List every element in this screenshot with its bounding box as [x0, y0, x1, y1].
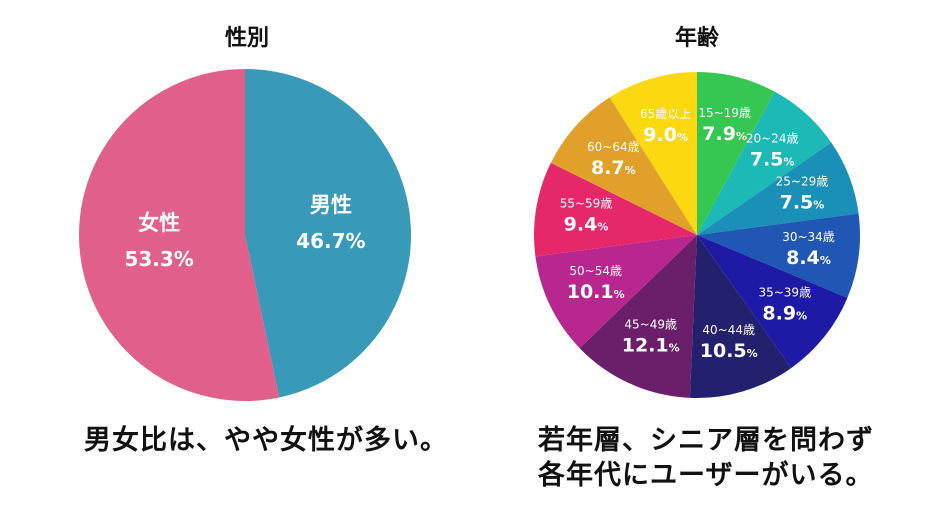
gender-caption: 男女比は、やや女性が多い。	[84, 425, 448, 456]
age-slice-5	[689, 235, 792, 398]
age-slice-value: 9.0%	[643, 124, 688, 146]
age-chart-title: 年齢	[674, 26, 719, 51]
age-slice-9	[550, 97, 697, 236]
age-slice-2	[697, 142, 859, 235]
age-slice-label: 25~29歳	[776, 175, 829, 189]
gender-slice-label: 女性	[138, 211, 180, 235]
gender-slice-female	[78, 69, 280, 402]
age-slice-label: 15~19歳	[698, 106, 751, 120]
age-slice-7	[535, 235, 697, 349]
age-slice-label: 55~59歳	[560, 197, 613, 211]
age-caption-line-1: 若年層、シニア層を問わず	[538, 425, 874, 456]
age-slice-value: 7.9%	[702, 123, 747, 145]
age-slice-value: 10.5%	[700, 340, 758, 362]
age-slice-label: 20~24歳	[746, 131, 799, 145]
age-slice-value: 12.1%	[622, 335, 680, 357]
age-slice-label: 45~49歳	[624, 318, 677, 332]
age-slice-value: 7.5%	[780, 192, 825, 214]
age-slice-3	[697, 213, 861, 298]
age-slice-label: 40~44歳	[702, 323, 755, 337]
age-caption-line-2: 各年代にユーザーがいる。	[538, 460, 874, 491]
age-slice-label: 35~39歳	[758, 285, 811, 299]
gender-slice-value: 53.3%	[124, 247, 193, 271]
age-slice-value: 8.7%	[591, 157, 636, 179]
gender-chart-title: 性別	[224, 26, 269, 51]
age-slice-4	[697, 235, 848, 369]
age-slice-label: 30~34歳	[782, 230, 835, 244]
gender-slice-value: 46.7%	[296, 229, 365, 253]
age-slice-label: 60~64歳	[587, 140, 640, 154]
gender-slice-label: 男性	[310, 193, 352, 217]
age-slice-value: 8.9%	[762, 302, 807, 324]
age-slice-1	[697, 91, 832, 235]
age-slice-value: 7.5%	[750, 148, 795, 170]
age-slice-value: 10.1%	[567, 281, 625, 303]
age-slice-label: 65歳以上	[640, 107, 691, 121]
age-slice-8	[534, 162, 697, 257]
age-slice-0	[697, 72, 775, 235]
age-slice-value: 9.4%	[564, 214, 609, 236]
age-slice-value: 8.4%	[786, 247, 831, 269]
age-slice-label: 50~54歳	[569, 264, 622, 278]
age-slice-10	[609, 72, 697, 235]
gender-slice-male	[245, 69, 411, 398]
age-slice-6	[579, 235, 697, 398]
